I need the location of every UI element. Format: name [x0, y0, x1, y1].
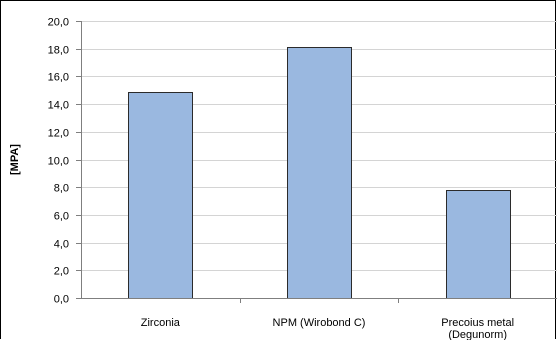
bar-chart: 0,02,04,06,08,010,012,014,016,018,020,0 …	[9, 17, 557, 341]
y-tick-label: 8,0	[54, 183, 69, 195]
y-tick-label: 6,0	[54, 211, 69, 223]
y-tick-label: 10,0	[48, 156, 69, 168]
bar	[446, 190, 511, 299]
y-tick-label: 16,0	[48, 72, 69, 84]
x-tick-label: NPM (Wirobond C)	[273, 317, 366, 329]
axes	[81, 21, 557, 299]
bar	[287, 47, 352, 299]
y-tick-label: 2,0	[54, 266, 69, 278]
bar	[128, 92, 193, 299]
y-tick-label: 4,0	[54, 239, 69, 251]
y-tick-label: 18,0	[48, 45, 69, 57]
x-tick-label: Zirconia	[141, 317, 181, 329]
y-axis-title: [MPA]	[9, 144, 21, 175]
bars	[128, 47, 511, 299]
y-tick-labels: 0,0 2,0 4,0 6,0 8,0 10,0 12,0 14,0 16,0 18,0 20,0	[48, 17, 81, 306]
y-tick-label: 12,0	[48, 128, 69, 140]
y-tick-label: 20,0	[48, 17, 69, 29]
x-tick-labels: Zirconia NPM (Wirobond C) Precoius metal (D…	[141, 298, 514, 341]
y-tick-label: 14,0	[48, 100, 69, 112]
x-tick-label: Precoius metal (Degunorm)	[441, 317, 514, 340]
y-tick-label: 0,0	[54, 294, 69, 306]
